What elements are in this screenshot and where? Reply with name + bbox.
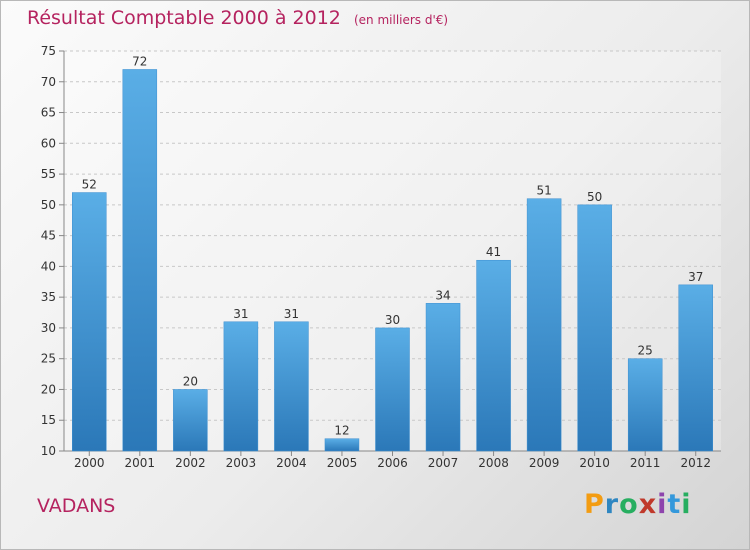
- data-label: 72: [132, 54, 147, 68]
- y-tick-label: 25: [41, 352, 56, 366]
- bar: [274, 321, 309, 452]
- y-tick-label: 40: [41, 259, 56, 273]
- data-label: 34: [435, 288, 450, 302]
- logo-letter: x: [638, 489, 658, 520]
- x-tick-label: 2012: [680, 456, 711, 470]
- x-tick-label: 2002: [175, 456, 206, 470]
- logo-letter: t: [667, 489, 682, 520]
- x-tick-label: 2006: [377, 456, 408, 470]
- data-label: 12: [334, 424, 349, 438]
- y-tick-label: 70: [41, 75, 56, 89]
- data-label: 25: [638, 344, 653, 358]
- logo-letter: i: [657, 489, 668, 520]
- x-tick-label: 2001: [125, 456, 156, 470]
- y-tick-label: 75: [41, 44, 56, 58]
- data-label: 51: [536, 184, 551, 198]
- data-label: 20: [183, 374, 198, 388]
- bar: [577, 204, 612, 452]
- data-label: 37: [688, 270, 703, 284]
- y-tick-label: 50: [41, 198, 56, 212]
- bar: [627, 358, 663, 452]
- bar: [173, 389, 208, 452]
- y-tick-label: 35: [41, 290, 56, 304]
- y-tick-label: 30: [41, 321, 56, 335]
- y-tick-label: 55: [41, 167, 56, 181]
- x-tick-label: 2004: [276, 456, 307, 470]
- x-tick-label: 2007: [428, 456, 459, 470]
- data-label: 50: [587, 190, 602, 204]
- bar: [476, 259, 511, 452]
- chart-title: Résultat Comptable 2000 à 2012: [27, 7, 341, 29]
- bar: [223, 321, 259, 452]
- y-tick-label: 65: [41, 106, 56, 120]
- x-tick-label: 2005: [327, 456, 358, 470]
- commune-name: VADANS: [37, 495, 116, 517]
- logo-letter: r: [604, 489, 620, 520]
- bar: [122, 69, 158, 452]
- chart-title-block: Résultat Comptable 2000 à 2012 (en milli…: [27, 7, 448, 29]
- y-tick-label: 60: [41, 136, 56, 150]
- data-label: 31: [233, 307, 248, 321]
- y-tick-label: 20: [41, 382, 56, 396]
- logo-letter: i: [681, 489, 692, 520]
- bar: [324, 438, 360, 452]
- x-tick-label: 2003: [226, 456, 257, 470]
- chart-subtitle: (en milliers d'€): [353, 13, 449, 27]
- x-tick-label: 2008: [478, 456, 509, 470]
- y-tick-label: 10: [41, 444, 56, 458]
- x-tick-label: 2009: [529, 456, 560, 470]
- bar: [678, 284, 713, 452]
- bar: [72, 192, 107, 452]
- data-label: 52: [82, 178, 97, 192]
- data-label: 30: [385, 313, 400, 327]
- x-tick-label: 2010: [579, 456, 610, 470]
- x-tick-label: 2011: [630, 456, 661, 470]
- bar: [375, 327, 410, 452]
- logo-letter: o: [619, 489, 639, 520]
- y-tick-label: 15: [41, 413, 56, 427]
- data-label: 41: [486, 245, 501, 259]
- proxiti-logo: Proxiti: [584, 489, 692, 520]
- x-tick-label: 2000: [74, 456, 105, 470]
- logo-letter: P: [584, 489, 605, 520]
- bar: [526, 198, 562, 452]
- data-label: 31: [284, 307, 299, 321]
- bar: [425, 303, 461, 452]
- y-tick-label: 45: [41, 229, 56, 243]
